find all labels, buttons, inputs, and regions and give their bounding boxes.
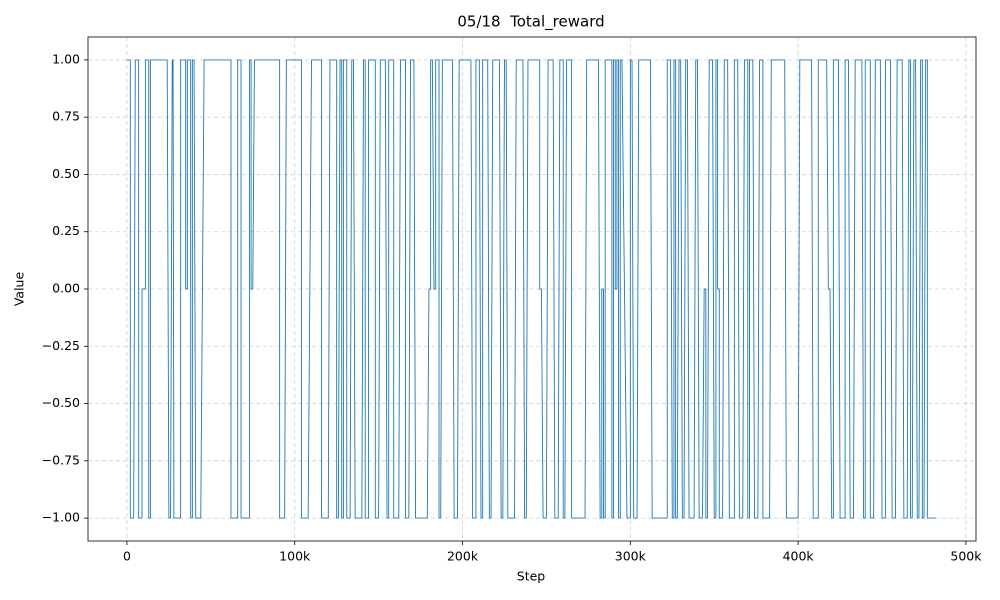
y-tick-label: 0.50 — [52, 166, 80, 181]
y-tick-label: −0.25 — [42, 338, 80, 353]
y-tick-label: −1.00 — [42, 510, 80, 525]
plot-area — [126, 59, 936, 519]
x-tick-label: 400k — [783, 549, 815, 564]
x-tick-label: 0 — [123, 549, 131, 564]
y-tick-label: 0.75 — [52, 109, 80, 124]
ticks: 0 100k 200k 300k 400k 500k −1.00 −0.75 −0.50 −0.2… — [42, 51, 983, 563]
y-tick-label: −0.75 — [42, 452, 80, 467]
y-tick-label: 0.00 — [52, 281, 80, 296]
x-tick-label: 100k — [279, 549, 311, 564]
y-tick-label: 1.00 — [52, 51, 80, 66]
x-axis-label: Step — [517, 569, 546, 584]
grid — [88, 37, 976, 541]
x-tick-label: 200k — [447, 549, 479, 564]
x-tick-label: 300k — [615, 549, 647, 564]
y-axis-label: Value — [12, 272, 27, 307]
x-tick-label: 500k — [950, 549, 982, 564]
y-tick-label: −0.50 — [42, 395, 80, 410]
y-tick-label: 0.25 — [52, 223, 80, 238]
data-line — [126, 59, 936, 519]
chart-title: 05/18 Total_reward — [457, 13, 604, 32]
